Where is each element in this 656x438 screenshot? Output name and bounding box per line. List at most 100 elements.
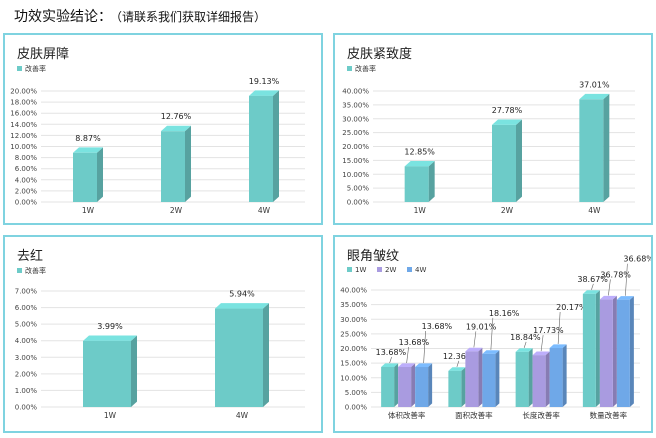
- data-label: 19.13%: [249, 77, 280, 86]
- y-tick-label: 5.00%: [15, 321, 38, 329]
- y-tick-label: 14.00%: [10, 121, 37, 129]
- y-tick-label: 30.00%: [342, 115, 369, 123]
- data-label: 12.76%: [161, 112, 192, 121]
- legend-swatch: [17, 66, 22, 71]
- bar: [161, 131, 185, 202]
- bar-top: [73, 147, 103, 153]
- data-label: 19.01%: [466, 322, 497, 331]
- bar: [579, 99, 604, 202]
- bar-top: [415, 363, 433, 367]
- bar-top: [215, 303, 269, 309]
- y-tick-label: 15.00%: [342, 157, 369, 165]
- data-label: 38.67%: [577, 275, 608, 284]
- bar-side: [562, 344, 567, 407]
- y-tick-label: 0.00%: [15, 199, 38, 207]
- bar: [249, 95, 273, 202]
- bar-side: [516, 119, 522, 202]
- bar-side: [273, 90, 279, 202]
- bar-top: [404, 160, 435, 167]
- bar-top: [582, 290, 600, 294]
- y-tick-label: 0.00%: [347, 199, 370, 207]
- y-tick-label: 30.00%: [340, 316, 367, 324]
- chart-title: 皮肤屏障: [17, 47, 70, 62]
- x-tick-label: 面积改善率: [455, 410, 493, 420]
- y-tick-label: 6.00%: [15, 304, 38, 312]
- data-label: 18.16%: [489, 309, 520, 318]
- y-tick-label: 10.00%: [340, 374, 367, 382]
- y-tick-label: 0.00%: [345, 404, 368, 412]
- y-tick-label: 35.00%: [340, 301, 367, 309]
- bar-side: [131, 335, 137, 407]
- bar-top: [465, 347, 483, 352]
- bar-top: [616, 296, 634, 300]
- data-label-leader: [389, 356, 392, 364]
- data-label: 13.68%: [399, 338, 430, 347]
- y-tick-label: 18.00%: [10, 99, 37, 107]
- x-tick-label: 2W: [501, 206, 514, 215]
- bar-side: [461, 367, 466, 407]
- x-tick-label: 4W: [588, 206, 601, 215]
- bar-top: [579, 93, 610, 100]
- bar: [582, 293, 596, 407]
- data-label: 18.84%: [510, 333, 541, 342]
- chart-panel-skin-firmness: 皮肤紧致度 0.00% 5.00% 10.00% 15.00% 20.00% 25.00%…: [333, 33, 653, 225]
- bar-side: [603, 93, 610, 202]
- data-label-leader: [591, 283, 594, 290]
- bar: [381, 366, 395, 407]
- y-tick-label: 5.00%: [345, 389, 368, 397]
- page-title: 功效实验结论： （请联系我们获取详细报告）: [14, 6, 266, 26]
- legend-swatch: [347, 66, 352, 71]
- data-label: 3.99%: [97, 322, 123, 331]
- bar: [215, 308, 263, 407]
- data-label-leader: [625, 263, 628, 296]
- bar: [515, 351, 529, 407]
- y-tick-label: 2.00%: [15, 370, 38, 378]
- bar-top: [549, 344, 567, 349]
- x-tick-label: 长度改善率: [522, 410, 560, 420]
- chart-title: 皮肤紧致度: [347, 47, 413, 62]
- chart-svg: 0.00% 1.00% 2.00% 3.00% 4.00% 5.00% 6.00% 7.00%…: [15, 266, 305, 420]
- y-tick-label: 6.00%: [15, 165, 38, 173]
- bar-side: [629, 296, 634, 407]
- bar-top: [448, 367, 466, 371]
- data-label: 37.01%: [579, 80, 610, 89]
- bar-top: [161, 125, 191, 132]
- legend-swatch: [347, 267, 352, 272]
- x-tick-label: 1W: [104, 411, 117, 420]
- bar: [398, 366, 412, 407]
- legend-swatch: [377, 267, 382, 272]
- chart-title: 眼角皱纹: [347, 249, 400, 264]
- page-title-note: （请联系我们获取详细报告）: [116, 10, 267, 24]
- bar-top: [515, 348, 533, 352]
- legend-label: 改善率: [25, 64, 46, 73]
- legend-swatch: [17, 268, 22, 273]
- data-label-leader: [523, 341, 527, 348]
- chart-title: 去红: [17, 249, 44, 264]
- legend-swatch: [407, 267, 412, 272]
- y-tick-label: 25.00%: [340, 330, 367, 338]
- bar-top: [83, 335, 137, 341]
- bar-side: [394, 363, 399, 407]
- data-label: 12.36%: [443, 352, 474, 361]
- bar-side: [612, 295, 617, 407]
- y-tick-label: 40.00%: [340, 287, 367, 295]
- y-tick-label: 8.00%: [15, 154, 38, 162]
- chart-panel-skin-barrier: 皮肤屏障 0.00% 2.00% 4.00% 6.00% 8.00% 10.00% 12.0…: [3, 33, 323, 225]
- y-tick-label: 1.00%: [15, 387, 38, 395]
- data-label-leader: [557, 311, 561, 345]
- y-tick-label: 15.00%: [340, 360, 367, 368]
- y-tick-label: 20.00%: [342, 143, 369, 151]
- bar-side: [478, 347, 483, 407]
- bar: [404, 166, 429, 202]
- data-label-leader: [473, 331, 477, 348]
- bar-side: [428, 160, 435, 202]
- bar: [83, 340, 131, 407]
- bar-top: [398, 363, 416, 367]
- y-tick-label: 10.00%: [342, 171, 369, 179]
- bar-side: [528, 348, 533, 407]
- legend-label: 改善率: [25, 266, 46, 275]
- data-label: 13.68%: [376, 348, 407, 357]
- x-tick-label: 4W: [236, 411, 249, 420]
- legend-label: 2W: [385, 266, 396, 274]
- y-tick-label: 10.00%: [10, 143, 37, 151]
